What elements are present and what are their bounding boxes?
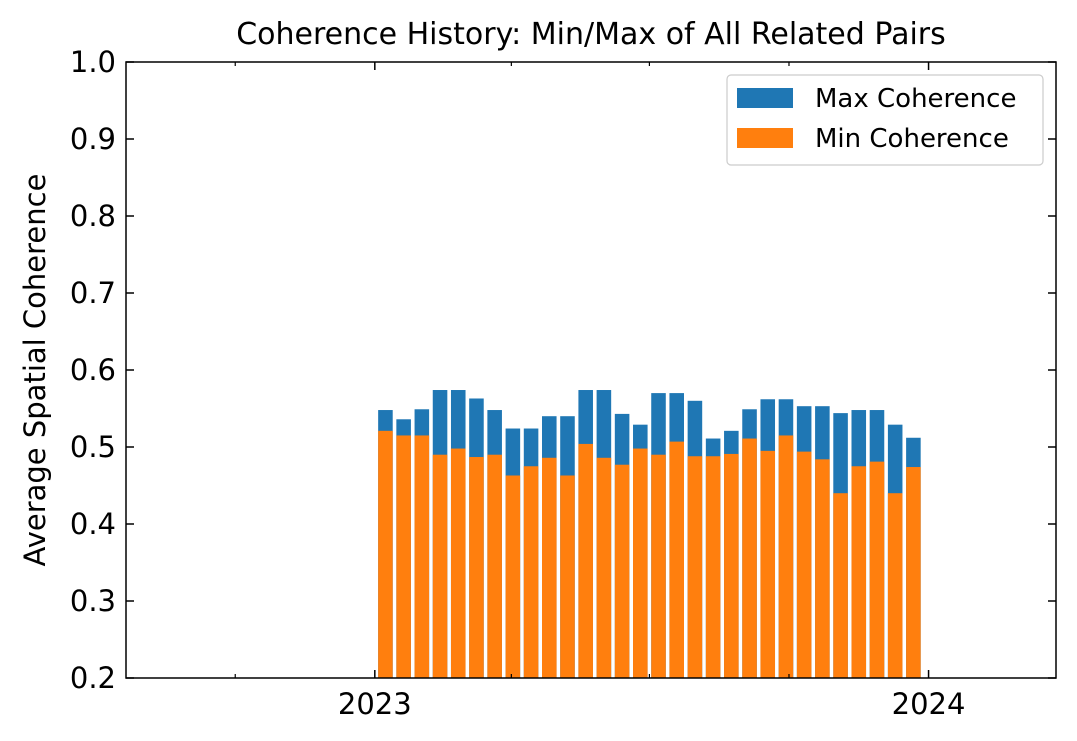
- min-coherence-bar: [651, 454, 666, 678]
- min-coherence-bar: [887, 493, 903, 678]
- min-coherence-bar: [705, 456, 721, 678]
- min-coherence-bar: [414, 435, 430, 678]
- min-coherence-bar: [851, 466, 867, 678]
- legend-label: Max Coherence: [815, 84, 1016, 114]
- x-tick-label: 2024: [892, 687, 966, 721]
- legend-box: [726, 74, 1044, 166]
- legend-swatch: [737, 128, 793, 148]
- y-tick-label: 0.9: [70, 122, 116, 156]
- y-tick-label: 0.5: [70, 430, 116, 464]
- min-coherence-bar: [815, 459, 830, 678]
- x-tick-label: 2023: [338, 687, 412, 721]
- y-tick-label: 1.0: [70, 45, 116, 79]
- min-coherence-bar: [906, 467, 921, 678]
- y-tick-label: 0.4: [70, 507, 116, 541]
- y-tick-label: 0.3: [70, 584, 116, 618]
- min-coherence-bar: [450, 448, 466, 678]
- min-coherence-bar: [487, 454, 502, 678]
- min-coherence-bar: [687, 456, 703, 678]
- min-coherence-bar: [523, 466, 539, 678]
- min-coherence-bar: [742, 438, 757, 678]
- min-coherence-bar: [505, 475, 521, 678]
- min-coherence-bar: [614, 464, 630, 678]
- y-tick-label: 0.2: [70, 661, 116, 695]
- axes-layer: 0.2 0.3 0.4 0.5 0.6 0.7 0.8 0.9 1.0 2023 2024: [70, 45, 1057, 721]
- legend: Max Coherence Min Coherence: [726, 74, 1044, 166]
- min-coherence-bar: [724, 453, 739, 678]
- min-coherence-bar: [432, 454, 448, 678]
- legend-swatch: [737, 88, 793, 108]
- min-coherence-bar: [578, 443, 593, 678]
- legend-label: Min Coherence: [815, 124, 1009, 154]
- y-tick-label: 0.6: [70, 353, 116, 387]
- min-coherence-bar: [869, 461, 885, 678]
- min-coherence-bar: [796, 451, 812, 678]
- bars-layer: [378, 390, 921, 678]
- min-coherence-bar: [378, 430, 393, 678]
- min-coherence-bar: [833, 493, 848, 678]
- min-coherence-bar: [469, 457, 484, 678]
- min-coherence-bar: [760, 450, 776, 678]
- min-coherence-bar: [669, 441, 684, 678]
- min-coherence-bar: [778, 435, 794, 678]
- min-coherence-bar: [633, 448, 648, 678]
- y-tick-label: 0.7: [70, 276, 116, 310]
- min-coherence-bar: [542, 457, 557, 678]
- chart-title: Coherence History: Min/Max of All Relate…: [236, 17, 946, 52]
- min-coherence-bar: [560, 475, 575, 678]
- min-coherence-bar: [396, 435, 411, 678]
- y-axis-label: Average Spatial Coherence: [18, 174, 52, 567]
- min-coherence-bar: [596, 457, 612, 678]
- y-tick-label: 0.8: [70, 199, 116, 233]
